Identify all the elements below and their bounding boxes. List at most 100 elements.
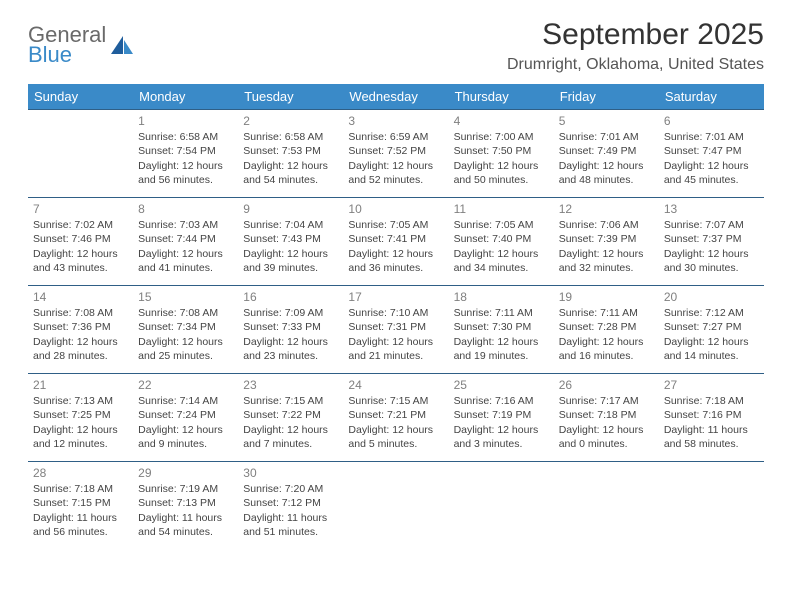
sunrise-line: Sunrise: 7:00 AM — [454, 130, 549, 144]
daylight-line: Daylight: 12 hours and 34 minutes. — [454, 247, 549, 275]
calendar-cell: 10Sunrise: 7:05 AMSunset: 7:41 PMDayligh… — [343, 198, 448, 286]
calendar-cell: 24Sunrise: 7:15 AMSunset: 7:21 PMDayligh… — [343, 374, 448, 462]
day-header: Tuesday — [238, 84, 343, 110]
calendar-cell: 4Sunrise: 7:00 AMSunset: 7:50 PMDaylight… — [449, 110, 554, 198]
sunrise-line: Sunrise: 6:58 AM — [138, 130, 233, 144]
day-number: 10 — [348, 201, 443, 217]
calendar-cell — [343, 462, 448, 550]
day-number: 5 — [559, 113, 654, 129]
daylight-line: Daylight: 12 hours and 19 minutes. — [454, 335, 549, 363]
daylight-line: Daylight: 12 hours and 48 minutes. — [559, 159, 654, 187]
calendar-cell: 3Sunrise: 6:59 AMSunset: 7:52 PMDaylight… — [343, 110, 448, 198]
sunrise-line: Sunrise: 7:09 AM — [243, 306, 338, 320]
daylight-line: Daylight: 12 hours and 43 minutes. — [33, 247, 128, 275]
sunrise-line: Sunrise: 7:08 AM — [138, 306, 233, 320]
day-number: 3 — [348, 113, 443, 129]
sunset-line: Sunset: 7:54 PM — [138, 144, 233, 158]
sunrise-line: Sunrise: 7:05 AM — [454, 218, 549, 232]
sunrise-line: Sunrise: 7:01 AM — [664, 130, 759, 144]
location-subtitle: Drumright, Oklahoma, United States — [507, 56, 764, 74]
sunset-line: Sunset: 7:53 PM — [243, 144, 338, 158]
calendar-cell: 11Sunrise: 7:05 AMSunset: 7:40 PMDayligh… — [449, 198, 554, 286]
logo: General Blue — [28, 18, 135, 66]
calendar-cell: 1Sunrise: 6:58 AMSunset: 7:54 PMDaylight… — [133, 110, 238, 198]
daylight-line: Daylight: 12 hours and 45 minutes. — [664, 159, 759, 187]
day-number: 7 — [33, 201, 128, 217]
sunset-line: Sunset: 7:52 PM — [348, 144, 443, 158]
day-number: 28 — [33, 465, 128, 481]
day-number: 15 — [138, 289, 233, 305]
sunrise-line: Sunrise: 7:15 AM — [243, 394, 338, 408]
sunrise-line: Sunrise: 7:19 AM — [138, 482, 233, 496]
daylight-line: Daylight: 11 hours and 51 minutes. — [243, 511, 338, 539]
calendar-cell: 19Sunrise: 7:11 AMSunset: 7:28 PMDayligh… — [554, 286, 659, 374]
daylight-line: Daylight: 11 hours and 54 minutes. — [138, 511, 233, 539]
logo-word2: Blue — [28, 44, 106, 66]
sunset-line: Sunset: 7:33 PM — [243, 320, 338, 334]
day-number: 9 — [243, 201, 338, 217]
day-number: 11 — [454, 201, 549, 217]
day-number: 16 — [243, 289, 338, 305]
daylight-line: Daylight: 11 hours and 58 minutes. — [664, 423, 759, 451]
sunrise-line: Sunrise: 6:58 AM — [243, 130, 338, 144]
sunset-line: Sunset: 7:18 PM — [559, 408, 654, 422]
day-number: 2 — [243, 113, 338, 129]
sunset-line: Sunset: 7:40 PM — [454, 232, 549, 246]
day-number: 17 — [348, 289, 443, 305]
day-header: Thursday — [449, 84, 554, 110]
day-number: 19 — [559, 289, 654, 305]
sunrise-line: Sunrise: 7:02 AM — [33, 218, 128, 232]
daylight-line: Daylight: 12 hours and 3 minutes. — [454, 423, 549, 451]
daylight-line: Daylight: 12 hours and 30 minutes. — [664, 247, 759, 275]
sunset-line: Sunset: 7:36 PM — [33, 320, 128, 334]
day-number: 14 — [33, 289, 128, 305]
calendar-cell — [659, 462, 764, 550]
calendar-cell: 18Sunrise: 7:11 AMSunset: 7:30 PMDayligh… — [449, 286, 554, 374]
sunrise-line: Sunrise: 7:05 AM — [348, 218, 443, 232]
sunset-line: Sunset: 7:21 PM — [348, 408, 443, 422]
day-header: Wednesday — [343, 84, 448, 110]
calendar-cell — [28, 110, 133, 198]
daylight-line: Daylight: 12 hours and 16 minutes. — [559, 335, 654, 363]
sunrise-line: Sunrise: 7:04 AM — [243, 218, 338, 232]
sunrise-line: Sunrise: 7:13 AM — [33, 394, 128, 408]
calendar-cell: 23Sunrise: 7:15 AMSunset: 7:22 PMDayligh… — [238, 374, 343, 462]
calendar-cell: 25Sunrise: 7:16 AMSunset: 7:19 PMDayligh… — [449, 374, 554, 462]
sunset-line: Sunset: 7:16 PM — [664, 408, 759, 422]
daylight-line: Daylight: 12 hours and 41 minutes. — [138, 247, 233, 275]
calendar-cell: 20Sunrise: 7:12 AMSunset: 7:27 PMDayligh… — [659, 286, 764, 374]
page-title: September 2025 — [507, 18, 764, 52]
sunset-line: Sunset: 7:28 PM — [559, 320, 654, 334]
sunset-line: Sunset: 7:13 PM — [138, 496, 233, 510]
day-number: 12 — [559, 201, 654, 217]
sunset-line: Sunset: 7:27 PM — [664, 320, 759, 334]
sunset-line: Sunset: 7:46 PM — [33, 232, 128, 246]
calendar-cell: 9Sunrise: 7:04 AMSunset: 7:43 PMDaylight… — [238, 198, 343, 286]
calendar-cell: 16Sunrise: 7:09 AMSunset: 7:33 PMDayligh… — [238, 286, 343, 374]
day-number: 8 — [138, 201, 233, 217]
sunrise-line: Sunrise: 7:18 AM — [664, 394, 759, 408]
day-number: 29 — [138, 465, 233, 481]
calendar-cell: 21Sunrise: 7:13 AMSunset: 7:25 PMDayligh… — [28, 374, 133, 462]
day-number: 6 — [664, 113, 759, 129]
daylight-line: Daylight: 12 hours and 0 minutes. — [559, 423, 654, 451]
sunset-line: Sunset: 7:43 PM — [243, 232, 338, 246]
calendar-cell: 5Sunrise: 7:01 AMSunset: 7:49 PMDaylight… — [554, 110, 659, 198]
day-number: 20 — [664, 289, 759, 305]
day-number: 24 — [348, 377, 443, 393]
day-number: 23 — [243, 377, 338, 393]
calendar-cell: 26Sunrise: 7:17 AMSunset: 7:18 PMDayligh… — [554, 374, 659, 462]
daylight-line: Daylight: 12 hours and 54 minutes. — [243, 159, 338, 187]
daylight-line: Daylight: 12 hours and 28 minutes. — [33, 335, 128, 363]
calendar-cell: 7Sunrise: 7:02 AMSunset: 7:46 PMDaylight… — [28, 198, 133, 286]
sunset-line: Sunset: 7:15 PM — [33, 496, 128, 510]
day-number: 1 — [138, 113, 233, 129]
daylight-line: Daylight: 12 hours and 56 minutes. — [138, 159, 233, 187]
daylight-line: Daylight: 12 hours and 36 minutes. — [348, 247, 443, 275]
calendar-cell — [554, 462, 659, 550]
daylight-line: Daylight: 12 hours and 23 minutes. — [243, 335, 338, 363]
daylight-line: Daylight: 12 hours and 32 minutes. — [559, 247, 654, 275]
sunset-line: Sunset: 7:44 PM — [138, 232, 233, 246]
day-header: Sunday — [28, 84, 133, 110]
daylight-line: Daylight: 12 hours and 21 minutes. — [348, 335, 443, 363]
